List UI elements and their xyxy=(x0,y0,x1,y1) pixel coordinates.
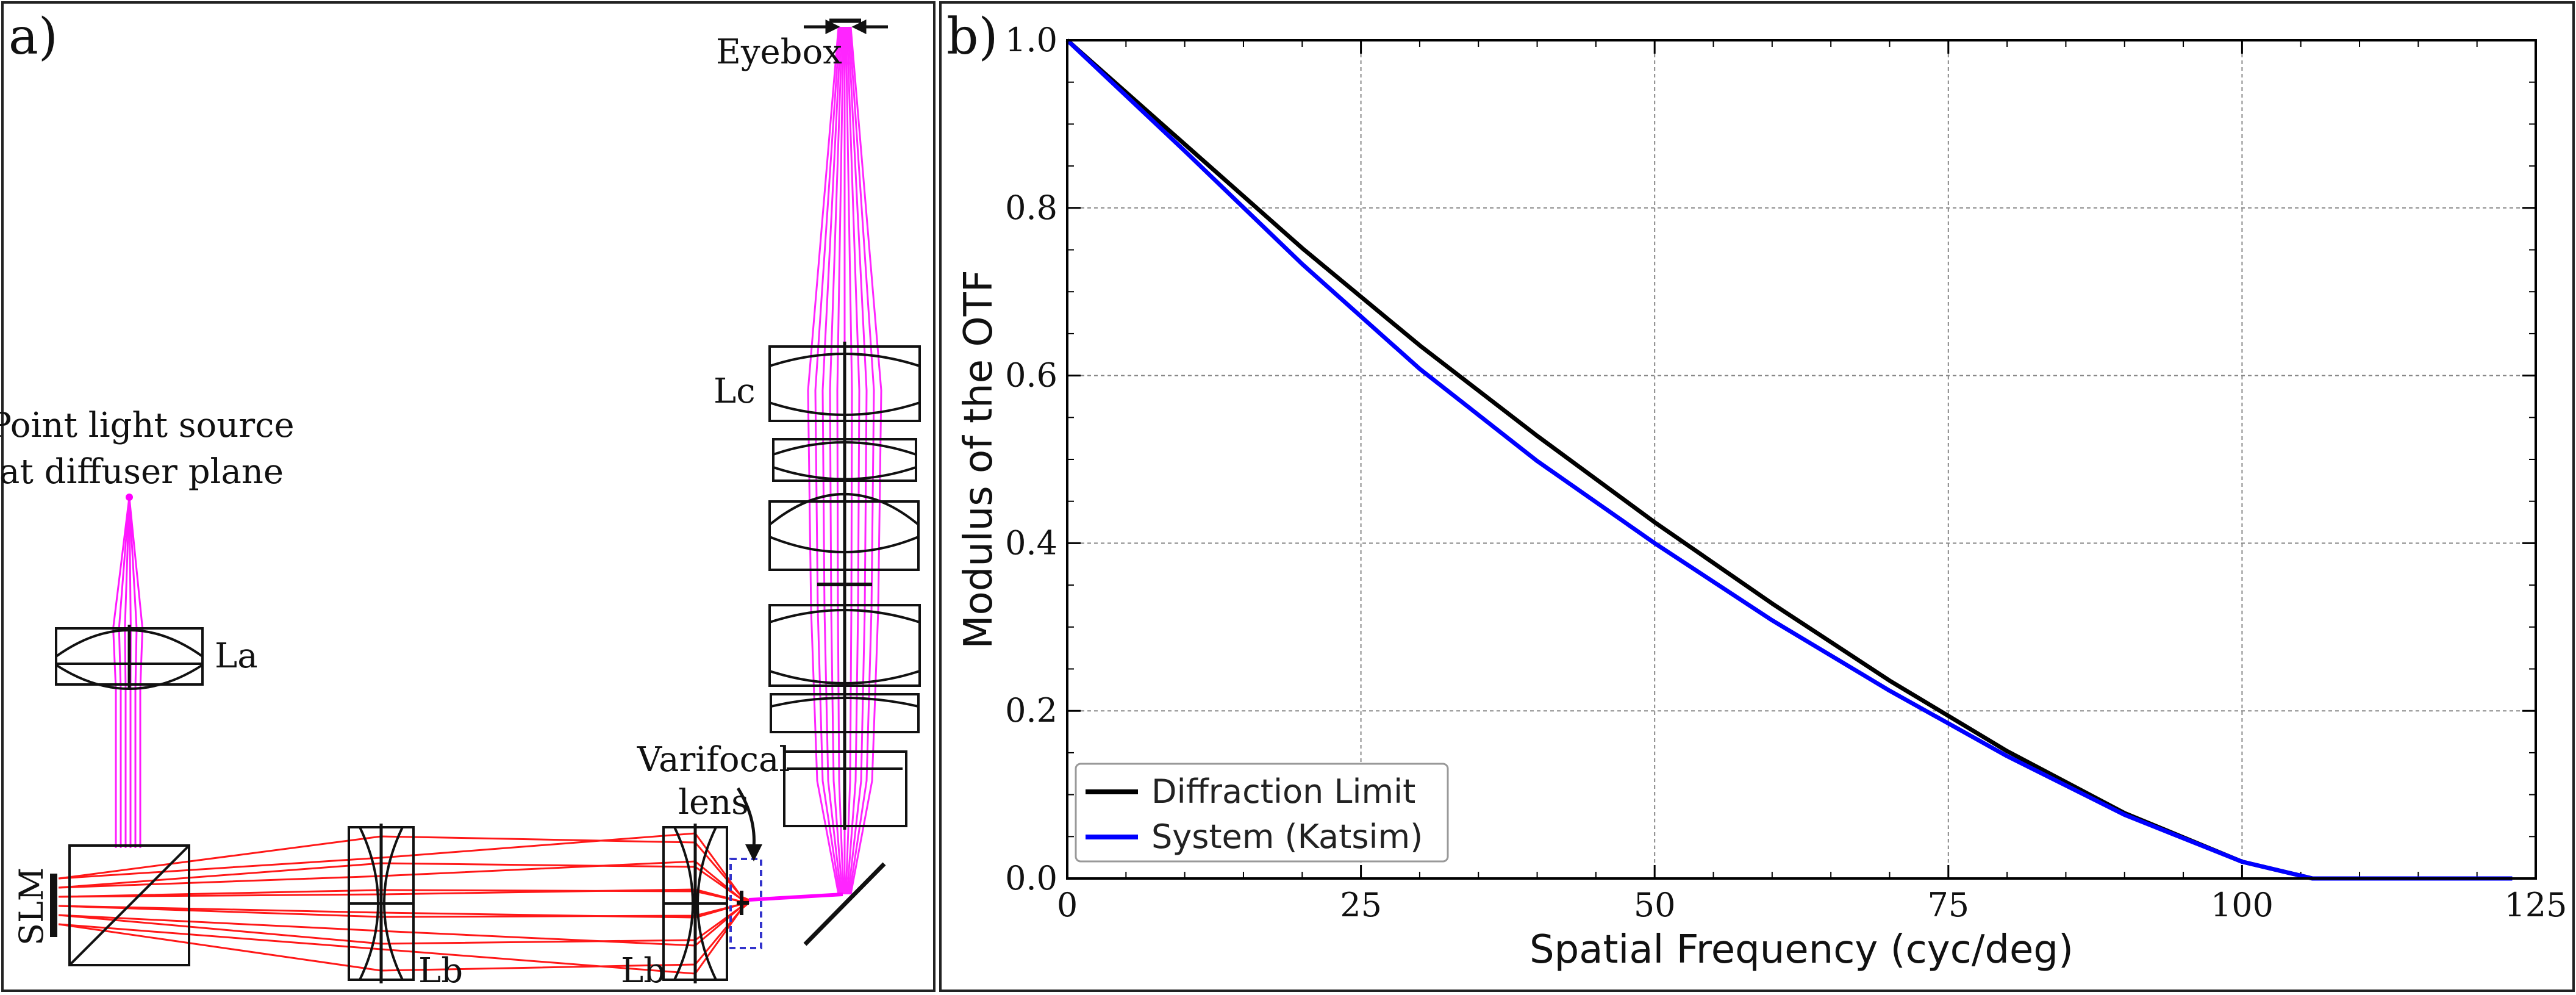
x-tick-label: 125 xyxy=(2504,886,2567,924)
lens-lb-right xyxy=(662,824,728,983)
ray xyxy=(807,26,840,895)
slm-label: SLM xyxy=(12,867,51,946)
y-tick-label: 0.8 xyxy=(1005,189,1057,227)
legend-label-system: System (Katsim) xyxy=(1151,817,1423,856)
vertical-ray-bundle-la xyxy=(112,497,144,848)
panel-b-label: b) xyxy=(946,8,998,66)
ray xyxy=(118,497,131,848)
legend: Diffraction Limit System (Katsim) xyxy=(1075,763,1449,863)
varifocal-label-1: Varifocal xyxy=(637,740,790,780)
varifocal-arrowhead xyxy=(745,844,762,861)
otf-chart: 0 25 50 75 100 125 0.0 0.2 0.4 0.6 0.8 1.0 Spatial … xyxy=(956,21,2567,972)
varifocal-label-2: lens xyxy=(678,783,749,822)
panel-a-frame xyxy=(1,1,936,992)
lens-lb-left xyxy=(348,824,415,983)
x-tick-label: 50 xyxy=(1634,886,1676,924)
panel-a-label: a) xyxy=(9,8,58,66)
point-source-label-1: Point light source xyxy=(0,406,295,445)
ray xyxy=(128,497,144,848)
varifocal-lens xyxy=(737,891,749,915)
eyebox-label: Eyebox xyxy=(716,32,842,72)
varifocal-highlight-box xyxy=(729,858,762,949)
x-tick-label: 75 xyxy=(1927,886,1969,924)
legend-label-diffraction: Diffraction Limit xyxy=(1151,772,1415,811)
y-tick-label: 0.6 xyxy=(1005,356,1057,395)
lc-label: Lc xyxy=(714,372,756,411)
x-tick-label: 0 xyxy=(1057,886,1078,924)
grid-lines xyxy=(1067,40,2536,878)
series-line-system-katsim xyxy=(1065,38,2513,881)
x-tick-label: 100 xyxy=(2211,886,2274,924)
eyebox-marker xyxy=(804,18,888,35)
plot-border xyxy=(1066,39,2537,880)
x-tick-label: 25 xyxy=(1340,886,1382,924)
point-source xyxy=(126,494,133,501)
lb-right-label: Lb xyxy=(621,951,665,991)
optical-layout: Eyebox Lc Point light source at diffuser… xyxy=(0,18,921,991)
y-tick-label: 0.4 xyxy=(1005,523,1057,562)
beamsplitter-cube xyxy=(68,844,190,966)
lens-la xyxy=(55,625,204,690)
lb-left-label: Lb xyxy=(418,951,463,991)
mirror-link-ray xyxy=(748,893,843,902)
x-axis-label: Spatial Frequency (cyc/deg) xyxy=(1530,927,2073,972)
lens-stack-lc xyxy=(768,342,921,830)
tick-labels: 0 25 50 75 100 125 0.0 0.2 0.4 0.6 0.8 1.0 xyxy=(1005,21,2567,924)
ray xyxy=(128,497,138,848)
ray xyxy=(124,497,131,848)
ray xyxy=(848,26,875,895)
y-tick-label: 0.0 xyxy=(1005,859,1057,897)
point-source-label-2: at diffuser plane xyxy=(0,452,284,492)
fold-mirror xyxy=(803,862,886,946)
legend-box xyxy=(1075,763,1449,863)
ray xyxy=(850,26,882,895)
plot-area xyxy=(1066,39,2537,880)
y-tick-label: 1.0 xyxy=(1005,21,1057,59)
series-lines xyxy=(1065,38,2513,881)
y-axis-label: Modulus of the OTF xyxy=(956,270,1001,648)
ray xyxy=(112,497,131,848)
y-tick-label: 0.2 xyxy=(1005,691,1057,730)
ray xyxy=(814,26,841,895)
la-label: La xyxy=(215,636,258,676)
varifocal-arrow xyxy=(736,787,756,849)
